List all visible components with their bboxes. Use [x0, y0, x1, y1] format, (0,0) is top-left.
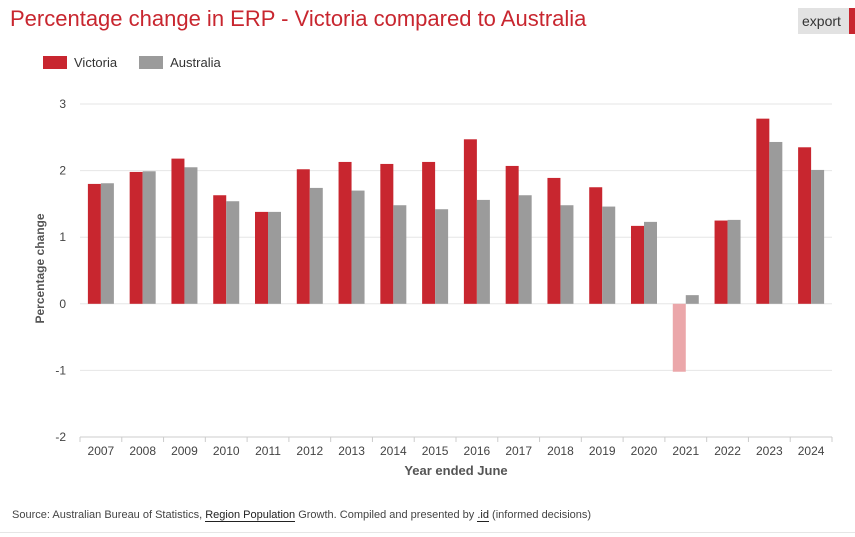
- x-tick-label: 2010: [213, 444, 240, 458]
- x-tick-label: 2023: [756, 444, 783, 458]
- bottom-divider: [0, 532, 855, 533]
- legend-swatch-australia: [139, 56, 164, 69]
- bar-australia: [142, 171, 156, 304]
- bar-australia: [351, 190, 365, 304]
- bar-australia: [435, 209, 449, 304]
- y-tick-label: 3: [59, 97, 66, 111]
- source-note: Source: Australian Bureau of Statistics,…: [12, 509, 592, 522]
- x-tick-label: 2016: [464, 444, 491, 458]
- bar-victoria: [380, 163, 394, 304]
- y-tick-label: -1: [55, 363, 66, 377]
- bar-victoria: [589, 187, 603, 304]
- x-tick-label: 2020: [631, 444, 658, 458]
- x-tick-label: 2024: [798, 444, 825, 458]
- bar-australia: [100, 183, 114, 304]
- bar-victoria: [798, 147, 812, 304]
- bar-australia: [560, 205, 574, 304]
- x-tick-label: 2022: [714, 444, 741, 458]
- bar-victoria: [714, 220, 728, 304]
- source-prefix: Source: Australian Bureau of Statistics,: [12, 509, 203, 521]
- x-tick-label: 2018: [547, 444, 574, 458]
- x-tick-label: 2014: [380, 444, 407, 458]
- x-tick-label: 2012: [296, 444, 323, 458]
- bar-australia: [476, 199, 490, 304]
- bar-australia: [811, 169, 825, 304]
- y-tick-label: 0: [59, 297, 66, 311]
- legend-label-victoria: Victoria: [74, 55, 118, 70]
- x-tick-label: 2008: [129, 444, 156, 458]
- bar-victoria: [338, 161, 352, 304]
- bar-chart: 3 2 1 0 -1 -2 2007 2008 2009 2010 2011 2012 2013 2014…: [33, 97, 833, 478]
- bar-australia: [644, 221, 657, 304]
- bar-victoria: [129, 171, 143, 304]
- bar-victoria: [422, 161, 436, 304]
- bar-victoria: [255, 211, 268, 304]
- bar-victoria: [296, 169, 310, 304]
- bar-australia: [518, 195, 532, 304]
- x-tick-label: 2021: [672, 444, 699, 458]
- legend-item-victoria[interactable]: Victoria: [43, 55, 117, 70]
- bar-victoria: [463, 139, 477, 304]
- export-label: export: [802, 13, 841, 29]
- bar-australia: [226, 201, 240, 304]
- bar-australia: [268, 211, 281, 304]
- bar-victoria: [672, 303, 686, 372]
- x-tick-label: 2011: [255, 444, 281, 458]
- bar-victoria: [505, 165, 519, 304]
- legend-item-australia[interactable]: Australia: [139, 55, 221, 70]
- x-tick-label: 2013: [338, 444, 365, 458]
- export-accent: [849, 8, 855, 34]
- bar-victoria: [171, 158, 185, 304]
- x-tick-label: 2009: [171, 444, 198, 458]
- bar-australia: [309, 187, 323, 304]
- x-tick-label: 2015: [422, 444, 449, 458]
- bar-victoria: [547, 177, 561, 304]
- y-tick-label: 1: [59, 230, 66, 244]
- bar-victoria: [213, 195, 227, 304]
- x-tick-label: 2019: [589, 444, 616, 458]
- x-tick-label: 2017: [505, 444, 532, 458]
- bar-australia: [393, 205, 407, 304]
- bar-victoria: [756, 118, 770, 304]
- y-tick-label: -2: [55, 430, 66, 444]
- bar-australia: [769, 141, 783, 304]
- region-population-link[interactable]: Region Population: [205, 509, 296, 522]
- chart-title: Percentage change in ERP - Victoria comp…: [10, 6, 587, 31]
- x-tick-label: 2007: [88, 444, 115, 458]
- y-tick-label: 2: [59, 164, 66, 178]
- export-button[interactable]: export: [798, 8, 855, 34]
- bar-australia: [727, 219, 741, 304]
- source-suffix: (informed decisions): [492, 509, 592, 521]
- source-middle: Growth. Compiled and presented by: [298, 509, 475, 521]
- x-axis-title: Year ended June: [404, 463, 507, 478]
- bar-australia: [602, 206, 616, 304]
- y-axis-title: Percentage change: [33, 213, 47, 323]
- bar-victoria: [631, 225, 644, 304]
- legend: Victoria Australia: [43, 55, 221, 70]
- bar-victoria: [87, 183, 101, 304]
- id-link[interactable]: .id: [477, 509, 489, 522]
- legend-label-australia: Australia: [170, 55, 221, 70]
- bar-australia: [685, 295, 699, 304]
- legend-swatch-victoria: [43, 56, 67, 69]
- bar-australia: [184, 167, 198, 304]
